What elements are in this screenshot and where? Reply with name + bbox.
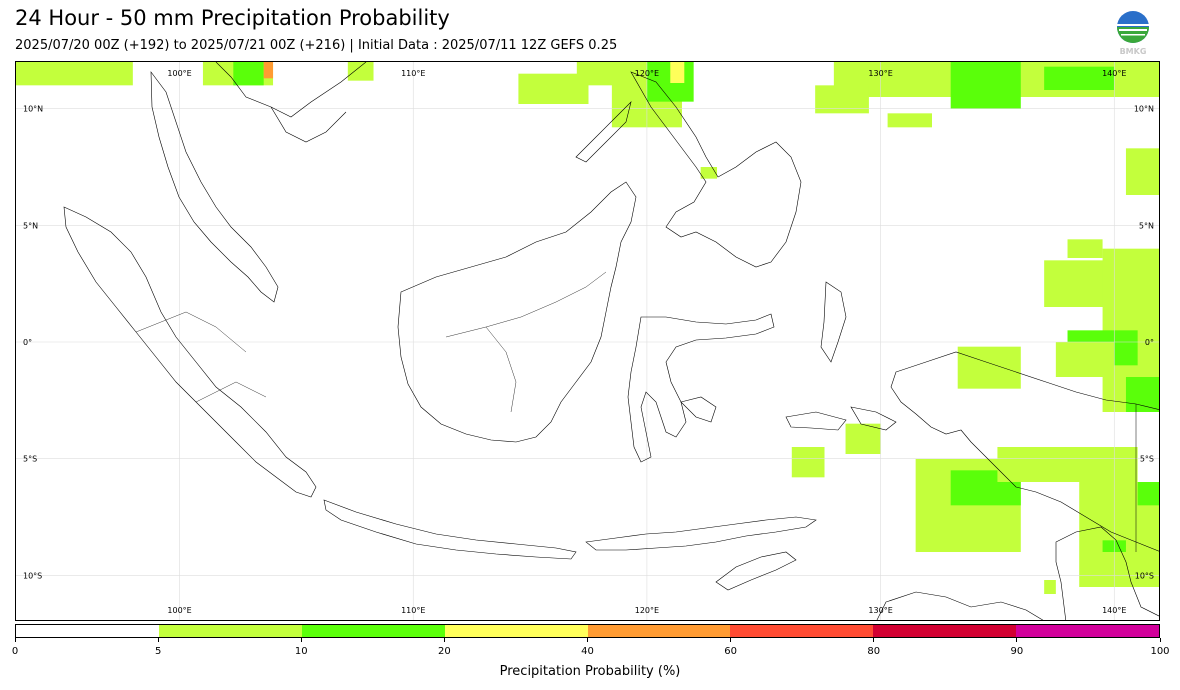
bmkg-logo-icon: BMKG [1112, 10, 1154, 56]
colorbar-tick-label: 0 [11, 646, 19, 657]
map-title: 24 Hour - 50 mm Precipitation Probabilit… [15, 6, 450, 30]
lon-tick-label-bottom: 140°E [1102, 606, 1126, 615]
colorbar-tick-mark [587, 638, 588, 642]
colorbar-segment [730, 625, 874, 637]
lon-tick-label-top: 100°E [167, 69, 191, 78]
probability-region [16, 62, 133, 86]
indochina-coastline [215, 62, 367, 118]
map-gridlines [16, 62, 1159, 620]
colorbar-tick-label: 90 [1010, 646, 1024, 657]
colorbar-tick-label: 40 [581, 646, 594, 657]
lat-tick-label-left: 10°N [23, 105, 43, 114]
sumatra-coastline [63, 206, 317, 498]
australia-coastline [1055, 526, 1159, 620]
colorbar-tick-label: 10 [294, 646, 308, 657]
java-coastline [323, 499, 577, 560]
lon-tick-label-bottom: 110°E [401, 606, 425, 615]
colorbar-segment [444, 625, 588, 637]
colorbar-tick-label: 100 [1150, 646, 1170, 657]
map-subtitle: 2025/07/20 00Z (+192) to 2025/07/21 00Z … [15, 38, 618, 53]
colorbar-title: Precipitation Probability (%) [499, 664, 681, 679]
lat-tick-label-right: 0° [1145, 338, 1154, 347]
colorbar [15, 624, 1160, 638]
lon-tick-label-top: 140°E [1102, 69, 1126, 78]
coastlines [63, 62, 1159, 620]
probability-region [1137, 482, 1159, 506]
maluku-coastline [820, 281, 847, 363]
colorbar-segment [158, 625, 302, 637]
colorbar-tick-label: 60 [724, 646, 737, 657]
lon-tick-label-bottom: 120°E [635, 606, 659, 615]
precipitation-map: 100°E 100°E 110°E 110°E 120°E 120°E 130°E 130°E… [16, 62, 1159, 620]
lon-tick-label-top: 120°E [635, 69, 659, 78]
probability-region [950, 62, 1021, 109]
probability-region [1055, 342, 1115, 377]
probability-region [263, 62, 274, 79]
colorbar-segment [1016, 625, 1159, 637]
probability-region [845, 423, 881, 454]
probability-region [997, 447, 1138, 482]
lat-tick-label-right: 10°S [1135, 571, 1154, 580]
new-guinea-coastline [890, 351, 1159, 552]
lon-tick-label-top: 110°E [401, 69, 425, 78]
colorbar-segment [587, 625, 731, 637]
colorbar-segment [16, 625, 159, 637]
colorbar-tick-mark [1016, 638, 1018, 642]
probability-region [670, 62, 685, 83]
malay-peninsula-coastline [150, 71, 279, 303]
map-panel[interactable]: 100°E 100°E 110°E 110°E 120°E 120°E 130°E 130°E… [15, 61, 1160, 621]
lat-tick-label-left: 0° [23, 338, 32, 347]
probability-region [815, 85, 869, 114]
philippines-coastline [630, 71, 802, 268]
probability-region [1044, 66, 1115, 90]
lat-tick-label-right: 5°N [1139, 221, 1154, 230]
sulawesi-coastline [627, 313, 775, 463]
borneo-coastline [397, 181, 637, 443]
colorbar-tick-label: 20 [438, 646, 451, 657]
probability-region [1125, 148, 1159, 195]
colorbar-tick-mark [300, 638, 302, 642]
colorbar-tick-mark [730, 638, 732, 642]
probability-region [1044, 260, 1115, 307]
colorbar-tick-label: 80 [867, 646, 881, 657]
probability-region [887, 113, 932, 128]
colorbar-segment [873, 625, 1017, 637]
lon-tick-label-bottom: 100°E [167, 606, 191, 615]
probability-region [700, 167, 718, 179]
lat-tick-label-left: 10°S [23, 571, 42, 580]
colorbar-tick-mark [1159, 638, 1161, 642]
lat-tick-label-left: 5°S [23, 455, 37, 464]
probability-region [791, 447, 825, 478]
lat-tick-label-left: 5°N [23, 221, 38, 230]
probability-regions [16, 62, 1159, 594]
probability-region [233, 62, 264, 86]
colorbar-tick-mark [157, 638, 159, 642]
probability-region [347, 62, 374, 81]
colorbar-tick-mark [14, 638, 16, 642]
lat-tick-label-right: 10°N [1134, 105, 1154, 114]
lat-tick-label-right: 5°S [1140, 455, 1154, 464]
lon-tick-label-bottom: 130°E [868, 606, 892, 615]
probability-region [1067, 239, 1103, 258]
colorbar-tick-label: 5 [154, 646, 162, 657]
svg-text:BMKG: BMKG [1120, 47, 1147, 56]
lesser-sunda-coastline [585, 516, 817, 551]
colorbar-segment [301, 625, 445, 637]
probability-region [1044, 580, 1056, 594]
colorbar-tick-mark [873, 638, 875, 642]
colorbar-tick-mark [443, 638, 445, 642]
map-tick-labels: 100°E 100°E 110°E 110°E 120°E 120°E 130°E 130°E… [23, 69, 1154, 615]
lon-tick-label-top: 130°E [868, 69, 892, 78]
probability-region [957, 346, 1021, 389]
probability-region [1125, 377, 1159, 412]
